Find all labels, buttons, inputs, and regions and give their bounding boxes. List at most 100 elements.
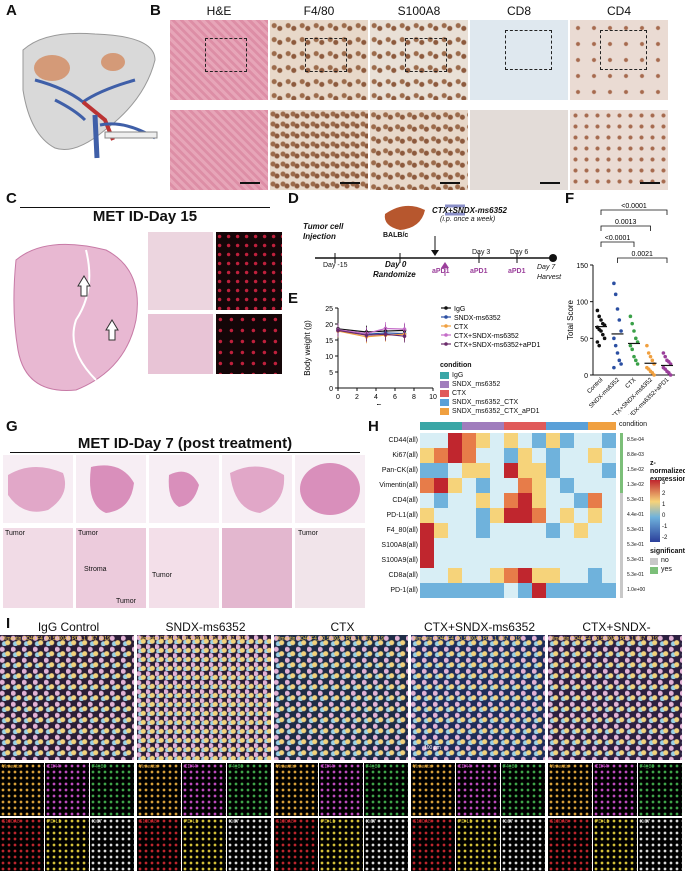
heatmap-cell [560,538,574,553]
heatmap-row [420,583,616,598]
heatmap-cell [448,523,462,538]
heatmap-row [420,433,616,448]
heatmap-cell [490,478,504,493]
heatmap-cell [448,583,462,598]
heatmap-cell [588,493,602,508]
y-tick-label: 15 [325,338,333,345]
heatmap-cell [602,493,616,508]
heatmap-cell [518,448,532,463]
y-tick-label: 10 [325,354,333,361]
heatmap-row-label: CD4(all) [370,493,418,508]
schematic-day7: Day 7 [537,264,555,271]
x-tick-label: 2 [355,394,359,401]
mif-channel-tile: S100A8 [411,818,455,871]
mif-channel-label: CD44 [184,764,197,770]
x-tick-label: 8 [412,394,416,401]
heatmap-cell [560,568,574,583]
heatmap-cell [574,433,588,448]
heatmap-condition-bar [420,422,620,430]
heatmap-cell [518,478,532,493]
y-tick-label: 20 [325,322,333,329]
heatmap-cell [420,523,434,538]
heatmap-condition-cell [574,422,588,430]
heatmap-cell [532,478,546,493]
legend-marker [444,315,448,319]
legend-marker [444,342,448,346]
heatmap-cell [588,508,602,523]
heatmap-row [420,508,616,523]
heatmap-row [420,523,616,538]
heatmap-cell [532,538,546,553]
heatmap-cell [490,583,504,598]
mif-channel-tile: CD44 [182,763,226,816]
legend-condition-swatch [440,390,449,397]
mif-channel-tile: F4_80 [227,763,271,816]
legend-z-tick: 1 [662,500,667,511]
heatmap-condition-cell [420,422,434,430]
heatmap-cell [448,478,462,493]
mif-channel-tile: Vimentin [137,763,181,816]
panelg-zoom-1 [3,528,73,608]
schematic-apd1-3: aPD1 [508,268,526,275]
data-point [614,344,618,348]
legend-condition-item: CTX [440,389,540,398]
heatmap-row [420,448,616,463]
panel-label-a: A [6,2,17,19]
schematic-apd1-1: aPD1 [432,268,450,275]
heatmap-cell [574,493,588,508]
legend-condition-item: IgG [440,371,540,380]
pvalue-label: 0.0021 [632,251,654,258]
panel-i-header-4: CTX+SNDX-ms6352 [411,620,548,634]
heatmap-cell [420,538,434,553]
mif-channel-label: PD-L1 [595,819,609,825]
data-point [612,337,616,341]
mif-channel-tile: CD44 [45,763,89,816]
data-point [599,318,603,322]
data-point [619,362,623,366]
heatmap-cell [602,448,616,463]
heatmap-cell [518,493,532,508]
mif-channel-label: S100A8 [139,819,157,825]
y-tick-label: 100 [576,300,588,307]
schematic-day-minus15: Day -15 [323,262,348,269]
schematic-tumor-injection: Tumor cell Injection [303,222,363,242]
heatmap-cell [518,538,532,553]
mif-channel-tile: Ki67 [501,818,545,871]
zoom-box-cd8 [505,30,552,70]
legend-sig-title: significant [650,548,685,555]
panelb-header-f480: F4/80 [270,4,368,18]
heatmap-cell [602,538,616,553]
heatmap-cell [420,493,434,508]
heatmap-condition-cell [490,422,504,430]
heatmap-condition-cell [532,422,546,430]
panelc-fluor-1 [216,232,282,310]
mif-channel-label: PD-L1 [321,819,335,825]
heatmap-cell [448,568,462,583]
heatmap-cell [560,433,574,448]
legend-marker [444,306,448,310]
data-point [601,333,605,337]
legend-sig-no: no [661,557,669,564]
heatmap-cell [448,493,462,508]
heatmap-cell [560,583,574,598]
heatmap-cell [504,433,518,448]
significance-bracket [601,226,651,231]
zoom-box-s100a8 [405,38,447,72]
heatmap-cell [560,493,574,508]
legend-condition-item: SNDX_ms6352_CTX_aPD1 [440,407,540,416]
mif-channel-label: F4_80 [503,764,517,770]
data-point [663,355,667,359]
mif-image-ctx-sndx-apd1 [548,635,682,760]
heatmap-cell [462,583,476,598]
data-point [612,282,616,286]
panelg-zoom-4 [222,528,292,608]
heatmap-cell [560,523,574,538]
heatmap-cell [434,583,448,598]
heatmap-cell [490,538,504,553]
heatmap-cell [518,508,532,523]
x-tick-label: 6 [393,394,397,401]
legend-label: CTX [454,324,468,331]
legend-condition-label: IgG [452,372,463,379]
panelg-title-rule [10,452,360,453]
legend-condition-label: SNDX_ms6352_CTX_aPD1 [452,408,540,415]
